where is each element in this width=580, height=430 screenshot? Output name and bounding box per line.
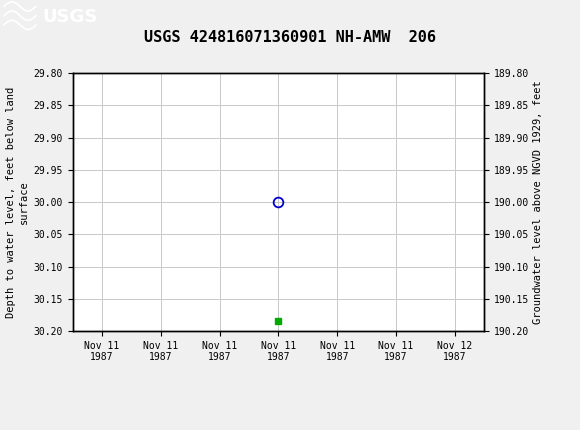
Y-axis label: Groundwater level above NGVD 1929, feet: Groundwater level above NGVD 1929, feet (534, 80, 543, 324)
Text: USGS 424816071360901 NH-AMW  206: USGS 424816071360901 NH-AMW 206 (144, 30, 436, 45)
Y-axis label: Depth to water level, feet below land
surface: Depth to water level, feet below land su… (6, 86, 29, 318)
Text: USGS: USGS (42, 8, 97, 26)
